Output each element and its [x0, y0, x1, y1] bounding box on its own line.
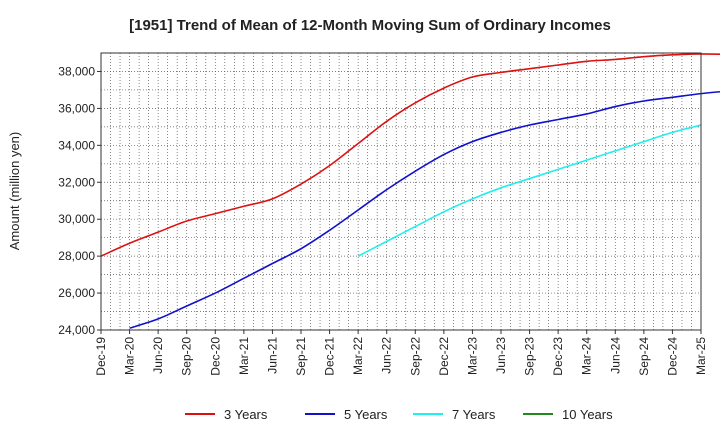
legend-label: 7 Years: [452, 407, 496, 422]
x-tick-label: Sep-22: [408, 337, 422, 376]
axes: 24,000 26,000 28,000 30,000 32,000 34,000 36,0…: [58, 52, 708, 376]
x-tick-label: Dec-23: [551, 337, 565, 376]
x-tick-label: Mar-23: [465, 337, 479, 375]
y-tick-label: 26,000: [58, 286, 95, 300]
x-tick-label: Dec-20: [208, 337, 222, 376]
legend-item-3-years: 3 Years: [185, 407, 268, 422]
legend-item-10-years: 10 Years: [523, 407, 613, 422]
series-line-5-years: [129, 90, 720, 329]
x-tick-label: Jun-20: [151, 337, 165, 374]
x-tick-label: Mar-20: [123, 337, 137, 375]
chart-title: [1951] Trend of Mean of 12-Month Moving …: [129, 17, 611, 34]
y-tick-label: 30,000: [58, 212, 95, 226]
y-tick-label: 38,000: [58, 64, 95, 78]
legend-label: 10 Years: [562, 407, 613, 422]
series-line-7-years: [357, 124, 702, 257]
x-tick-label: Jun-22: [380, 337, 394, 374]
legend-item-5-years: 5 Years: [305, 407, 388, 422]
y-tick-label: 36,000: [58, 101, 95, 115]
x-tick-label: Mar-21: [237, 337, 251, 375]
x-tick-label: Mar-22: [351, 337, 365, 375]
x-tick-label: Sep-24: [637, 337, 651, 376]
series-line-3-years: [100, 53, 720, 257]
y-tick-label: 34,000: [58, 138, 95, 152]
x-tick-label: Mar-25: [694, 337, 708, 375]
legend-label: 5 Years: [344, 407, 388, 422]
x-tick-label: Dec-24: [665, 337, 679, 376]
grid: [101, 53, 701, 330]
x-tick-label: Mar-24: [580, 337, 594, 375]
plot-area: [101, 53, 701, 330]
x-tick-label: Dec-22: [437, 337, 451, 376]
x-tick-label: Jun-24: [608, 337, 622, 374]
legend: 3 Years 5 Years 7 Years 10 Years: [185, 407, 613, 422]
y-tick-label: 32,000: [58, 175, 95, 189]
y-tick-label: 28,000: [58, 249, 95, 263]
plot-frame: [100, 52, 702, 331]
x-tick-label: Sep-20: [180, 337, 194, 376]
y-axis-label: Amount (million yen): [7, 132, 22, 251]
x-tick-label: Jun-23: [494, 337, 508, 374]
x-tick-label: Dec-19: [94, 337, 108, 376]
legend-item-7-years: 7 Years: [413, 407, 496, 422]
series-lines: [100, 53, 720, 329]
x-tick-label: Dec-21: [323, 337, 337, 376]
x-tick-label: Jun-21: [265, 337, 279, 374]
legend-label: 3 Years: [224, 407, 268, 422]
x-tick-label: Sep-21: [294, 337, 308, 376]
y-tick-label: 24,000: [58, 323, 95, 337]
x-tick-label: Sep-23: [523, 337, 537, 376]
